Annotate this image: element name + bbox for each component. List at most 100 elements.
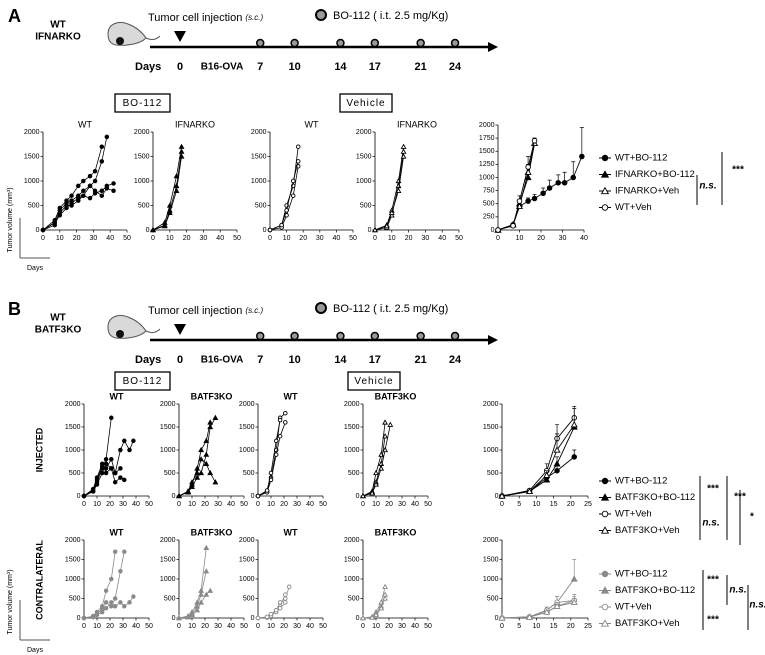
point xyxy=(525,198,531,204)
y-tick-label: 1500 xyxy=(239,556,255,563)
x-tick-label: 10 xyxy=(516,235,524,242)
y-tick-label: 2000 xyxy=(160,537,176,544)
x-tick-label: 40 xyxy=(216,235,224,242)
point xyxy=(198,456,205,462)
point xyxy=(400,148,407,154)
y-tick-label: 0 xyxy=(495,615,499,622)
point xyxy=(283,420,288,425)
point xyxy=(277,433,283,439)
point xyxy=(64,205,69,211)
group-box xyxy=(339,93,393,113)
series-line xyxy=(501,601,575,619)
day-label: 14 xyxy=(334,61,347,73)
point xyxy=(178,153,185,159)
point xyxy=(112,479,118,485)
point xyxy=(173,173,180,179)
x-tick-label: 20 xyxy=(405,235,413,242)
point xyxy=(264,488,270,493)
point xyxy=(122,477,127,483)
point xyxy=(109,576,114,582)
injection-marker xyxy=(174,31,186,42)
point xyxy=(194,465,201,471)
point xyxy=(92,178,98,184)
x-tick-label: 10 xyxy=(267,623,275,630)
point xyxy=(295,159,301,164)
point xyxy=(395,187,402,193)
legend-label: BATF3KO+Veh xyxy=(615,525,680,536)
point xyxy=(150,226,156,233)
point xyxy=(498,492,506,499)
y-tick-label: 1000 xyxy=(344,576,360,583)
series-line xyxy=(501,600,575,619)
point xyxy=(554,467,560,474)
route: (s.c.) xyxy=(245,13,263,22)
point xyxy=(122,604,127,609)
x-tick-label: 20 xyxy=(106,501,114,508)
legend-marker xyxy=(601,154,609,162)
y-tick-label: 250 xyxy=(483,214,495,221)
point xyxy=(94,612,100,618)
x-tick-label: 50 xyxy=(319,501,327,508)
point xyxy=(176,492,182,499)
point xyxy=(264,614,270,620)
chart-title: IFNARKO xyxy=(175,119,215,129)
x-tick-label: 10 xyxy=(93,623,101,630)
x-tick-label: 30 xyxy=(316,235,324,242)
point xyxy=(103,461,109,467)
days-label: Days xyxy=(135,354,161,366)
y-tick-label: 1500 xyxy=(479,148,495,155)
x-tick-label: 0 xyxy=(361,623,365,630)
injection-text: Tumor cell injection (s.c.) xyxy=(148,12,264,24)
day-label: 7 xyxy=(257,61,263,73)
point xyxy=(99,159,105,164)
legend-label: BATF3KO+Veh xyxy=(615,618,680,629)
point xyxy=(103,606,109,611)
x-tick-label: 20 xyxy=(201,623,209,630)
point xyxy=(185,488,192,494)
x-tick-label: 20 xyxy=(280,501,288,508)
series-line xyxy=(152,156,182,231)
y-tick-label: 1500 xyxy=(160,424,176,431)
day-label: 7 xyxy=(257,354,263,366)
x-tick-label: 30 xyxy=(293,623,301,630)
x-tick-label: 40 xyxy=(438,235,446,242)
point xyxy=(87,195,93,201)
x-tick-label: 40 xyxy=(106,235,114,242)
y-tick-label: 500 xyxy=(348,470,360,477)
y-caption: Tumor volume (mm³) xyxy=(7,187,14,252)
y-tick-label: 0 xyxy=(263,227,267,234)
point xyxy=(99,606,105,611)
series-line xyxy=(374,156,404,231)
point xyxy=(360,614,366,621)
point xyxy=(112,596,118,601)
y-tick-label: 1500 xyxy=(483,556,499,563)
point xyxy=(109,604,114,609)
y-tick-label: 1000 xyxy=(239,447,255,454)
point xyxy=(570,598,578,606)
mouse-label: IFNARKO xyxy=(35,32,81,43)
y-tick-label: 0 xyxy=(172,615,176,622)
point xyxy=(69,200,74,206)
x-tick-label: 30 xyxy=(119,623,127,630)
legend-label: BATF3KO+BO-112 xyxy=(615,585,695,596)
y-tick-label: 1500 xyxy=(24,153,40,160)
point xyxy=(176,614,182,621)
x-tick-label: 20 xyxy=(537,235,545,242)
x-tick-label: 0 xyxy=(256,623,260,630)
point xyxy=(382,433,389,439)
y-tick-label: 500 xyxy=(164,595,176,602)
y-tick-label: 2000 xyxy=(251,129,267,136)
x-tick-label: 50 xyxy=(145,623,153,630)
series-line xyxy=(178,422,211,497)
y-tick-label: 1500 xyxy=(356,153,372,160)
x-tick-label: 0 xyxy=(373,235,377,242)
series-line xyxy=(269,166,299,231)
x-caption: Days xyxy=(27,647,43,654)
injection-text: Tumor cell injection (s.c.) xyxy=(148,305,264,317)
point xyxy=(203,568,210,574)
point xyxy=(388,209,395,216)
x-tick-label: 30 xyxy=(559,235,567,242)
x-tick-label: 30 xyxy=(398,623,406,630)
point xyxy=(525,487,534,495)
